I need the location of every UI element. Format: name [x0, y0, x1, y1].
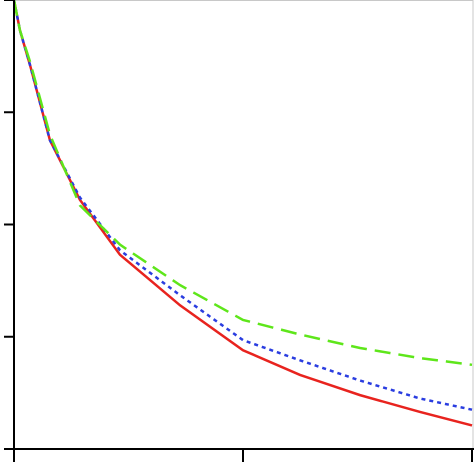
data-line	[12, 0, 473, 367]
plot-frame	[13, 0, 474, 450]
data-line	[12, 0, 473, 411]
